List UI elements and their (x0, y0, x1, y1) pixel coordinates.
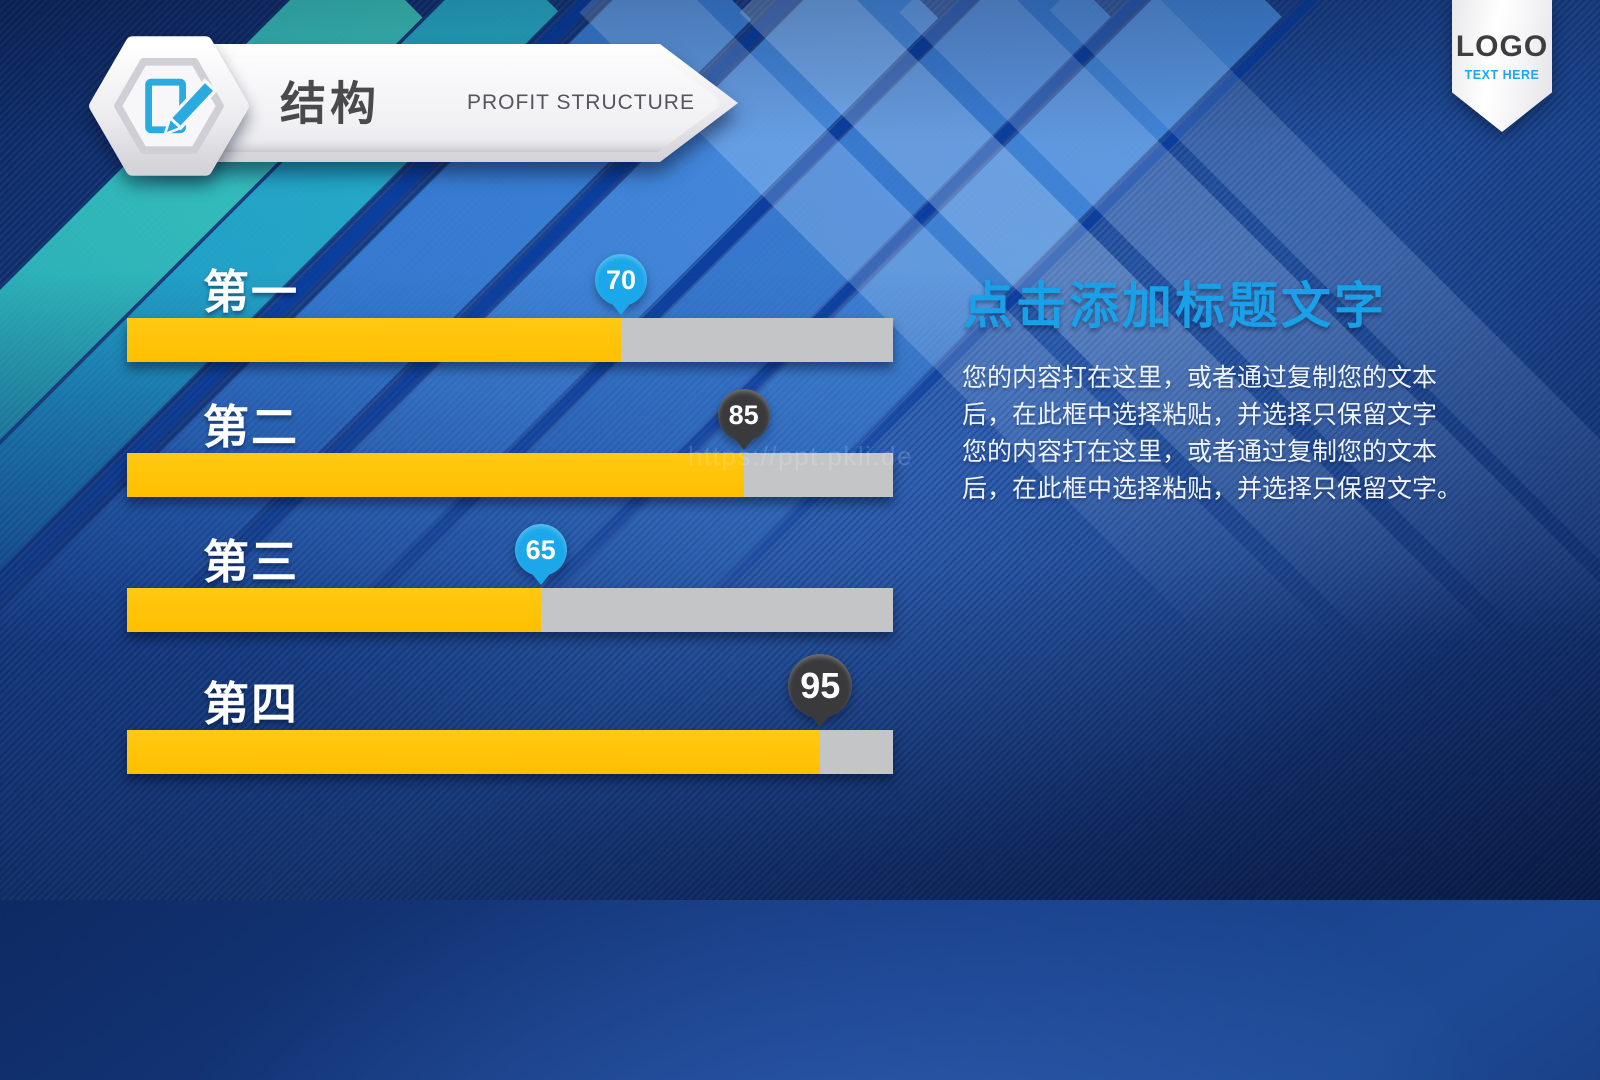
bar-track (127, 730, 893, 774)
logo-tagline: TEXT HERE (1464, 68, 1540, 82)
edit-pencil-icon (145, 78, 218, 136)
value-balloon: 70 (595, 254, 648, 306)
body-line: 后，在此框中选择粘贴，并选择只保留文字 (962, 401, 1438, 429)
balloon-value: 70 (606, 264, 637, 295)
bar-label: 第四 (203, 678, 299, 730)
bar-track (127, 588, 893, 632)
body-line: 您的内容打在这里，或者通过复制您的文本 (962, 364, 1438, 392)
logo-ribbon-shape: LOGO TEXT HERE (1452, 0, 1552, 132)
hexagon-badge (89, 36, 249, 176)
header-banner-inner: 结构 PROFIT STRUCTURE (152, 54, 724, 152)
bar-row: 第二 85 (127, 383, 893, 497)
bar-fill (127, 453, 744, 497)
content-body-placeholder[interactable]: 您的内容打在这里，或者通过复制您的文本 后，在此框中选择粘贴，并选择只保留文字 … (962, 360, 1462, 508)
bar-track (127, 318, 893, 362)
header-subtitle: PROFIT STRUCTURE (467, 91, 695, 114)
logo-ribbon: LOGO TEXT HERE (1452, 0, 1552, 132)
body-line: 后，在此框中选择粘贴，并选择只保留文字。 (962, 475, 1463, 503)
bar-row: 第四 95 (127, 654, 893, 774)
watermark: https://ppt.pkli.de (688, 441, 914, 471)
bar-row: 第三 65 (127, 518, 893, 632)
bar-row: 第一 70 (127, 248, 893, 362)
balloon-value: 65 (525, 534, 556, 565)
content-title-placeholder[interactable]: 点击添加标题文字 (963, 278, 1387, 334)
slide-canvas: { "header": { "title_zh": "结构", "subtitl… (0, 0, 1600, 900)
value-balloon: 95 (788, 654, 853, 718)
value-balloon: 85 (717, 389, 770, 441)
body-line: 您的内容打在这里，或者通过复制您的文本 (962, 438, 1438, 466)
header-banner: 结构 PROFIT STRUCTURE (142, 44, 738, 162)
value-balloon: 65 (514, 524, 567, 576)
bar-chart: 第一 70 第二 85 第三 65 第四 95 (127, 248, 893, 788)
logo-text: LOGO (1455, 30, 1549, 63)
bar-label: 第二 (203, 401, 299, 453)
bar-fill (127, 730, 821, 774)
balloon-value: 85 (728, 399, 759, 430)
bar-fill (127, 318, 622, 362)
balloon-value: 95 (800, 665, 841, 706)
bar-fill (127, 588, 541, 632)
bar-track (127, 453, 893, 497)
bar-label: 第三 (203, 536, 299, 588)
header-title: 结构 (280, 77, 380, 130)
bar-label: 第一 (203, 266, 299, 318)
